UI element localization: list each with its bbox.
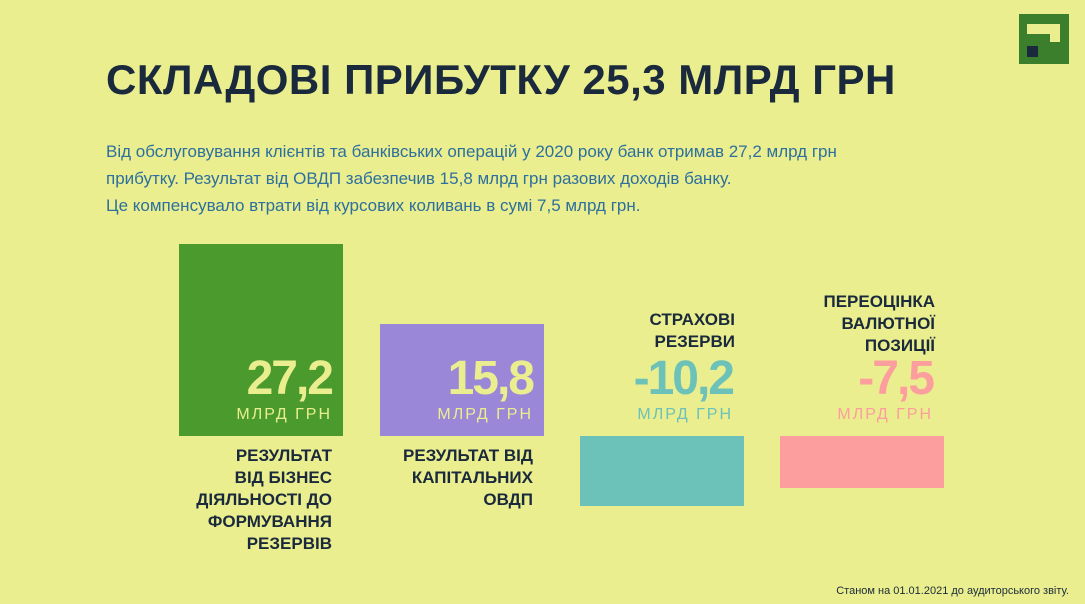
value-label-business: 27,2 xyxy=(246,352,334,405)
caption-line: ОВДП xyxy=(483,490,533,509)
caption-line: РЕЗУЛЬТАТ ВІД xyxy=(403,446,533,465)
bar-business-result xyxy=(179,244,343,436)
intro-line-3: Це компенсувало втрати від курсових коли… xyxy=(106,196,641,215)
unit-label-ovdp: МЛРД ГРН xyxy=(437,406,533,423)
unit-label-revaluation: МЛРД ГРН xyxy=(837,406,933,423)
unit-label-reserves: МЛРД ГРН xyxy=(637,406,733,423)
privatbank-logo xyxy=(1019,14,1069,64)
caption-revaluation: ПЕРЕОЦІНКА ВАЛЮТНОЇ ПОЗИЦІЇ xyxy=(755,291,935,357)
caption-line: ДІЯЛЬНОСТІ ДО xyxy=(196,490,332,509)
caption-line: КАПІТАЛЬНИХ xyxy=(411,468,533,487)
caption-line: ВАЛЮТНОЇ xyxy=(841,314,935,333)
caption-ovdp: РЕЗУЛЬТАТ ВІД КАПІТАЛЬНИХ ОВДП xyxy=(353,445,533,511)
caption-line: ВІД БІЗНЕС xyxy=(234,468,332,487)
value-label-ovdp: 15,8 xyxy=(447,352,535,405)
caption-line: РЕЗЕРВИ xyxy=(654,332,735,351)
bar-currency-revaluation xyxy=(780,436,944,488)
bar-insurance-reserves xyxy=(580,436,744,506)
value-label-reserves: -10,2 xyxy=(633,352,735,405)
bar-ovdp-result xyxy=(380,324,544,436)
logo-mark-icon xyxy=(1027,24,1060,57)
intro-line-1: Від обслуговування клієнтів та банківськ… xyxy=(106,142,837,161)
intro-text: Від обслуговування клієнтів та банківськ… xyxy=(106,138,1026,219)
unit-label-business: МЛРД ГРН xyxy=(236,406,332,423)
caption-line: ФОРМУВАННЯ xyxy=(207,512,332,531)
caption-line: РЕЗЕРВІВ xyxy=(246,534,332,553)
caption-line: ПЕРЕОЦІНКА xyxy=(823,292,935,311)
caption-line: РЕЗУЛЬТАТ xyxy=(235,446,332,465)
caption-reserves: СТРАХОВІ РЕЗЕРВИ xyxy=(555,309,735,353)
intro-line-2: прибутку. Результат від ОВДП забезпечив … xyxy=(106,169,732,188)
caption-line: СТРАХОВІ xyxy=(649,310,735,329)
footnote: Станом на 01.01.2021 до аудиторського зв… xyxy=(836,585,1069,597)
caption-business: РЕЗУЛЬТАТ ВІД БІЗНЕС ДІЯЛЬНОСТІ ДО ФОРМУ… xyxy=(152,445,332,555)
caption-line: ПОЗИЦІЇ xyxy=(864,336,935,355)
page-title: СКЛАДОВІ ПРИБУТКУ 25,3 МЛРД ГРН xyxy=(106,56,896,103)
value-label-revaluation: -7,5 xyxy=(858,352,935,405)
